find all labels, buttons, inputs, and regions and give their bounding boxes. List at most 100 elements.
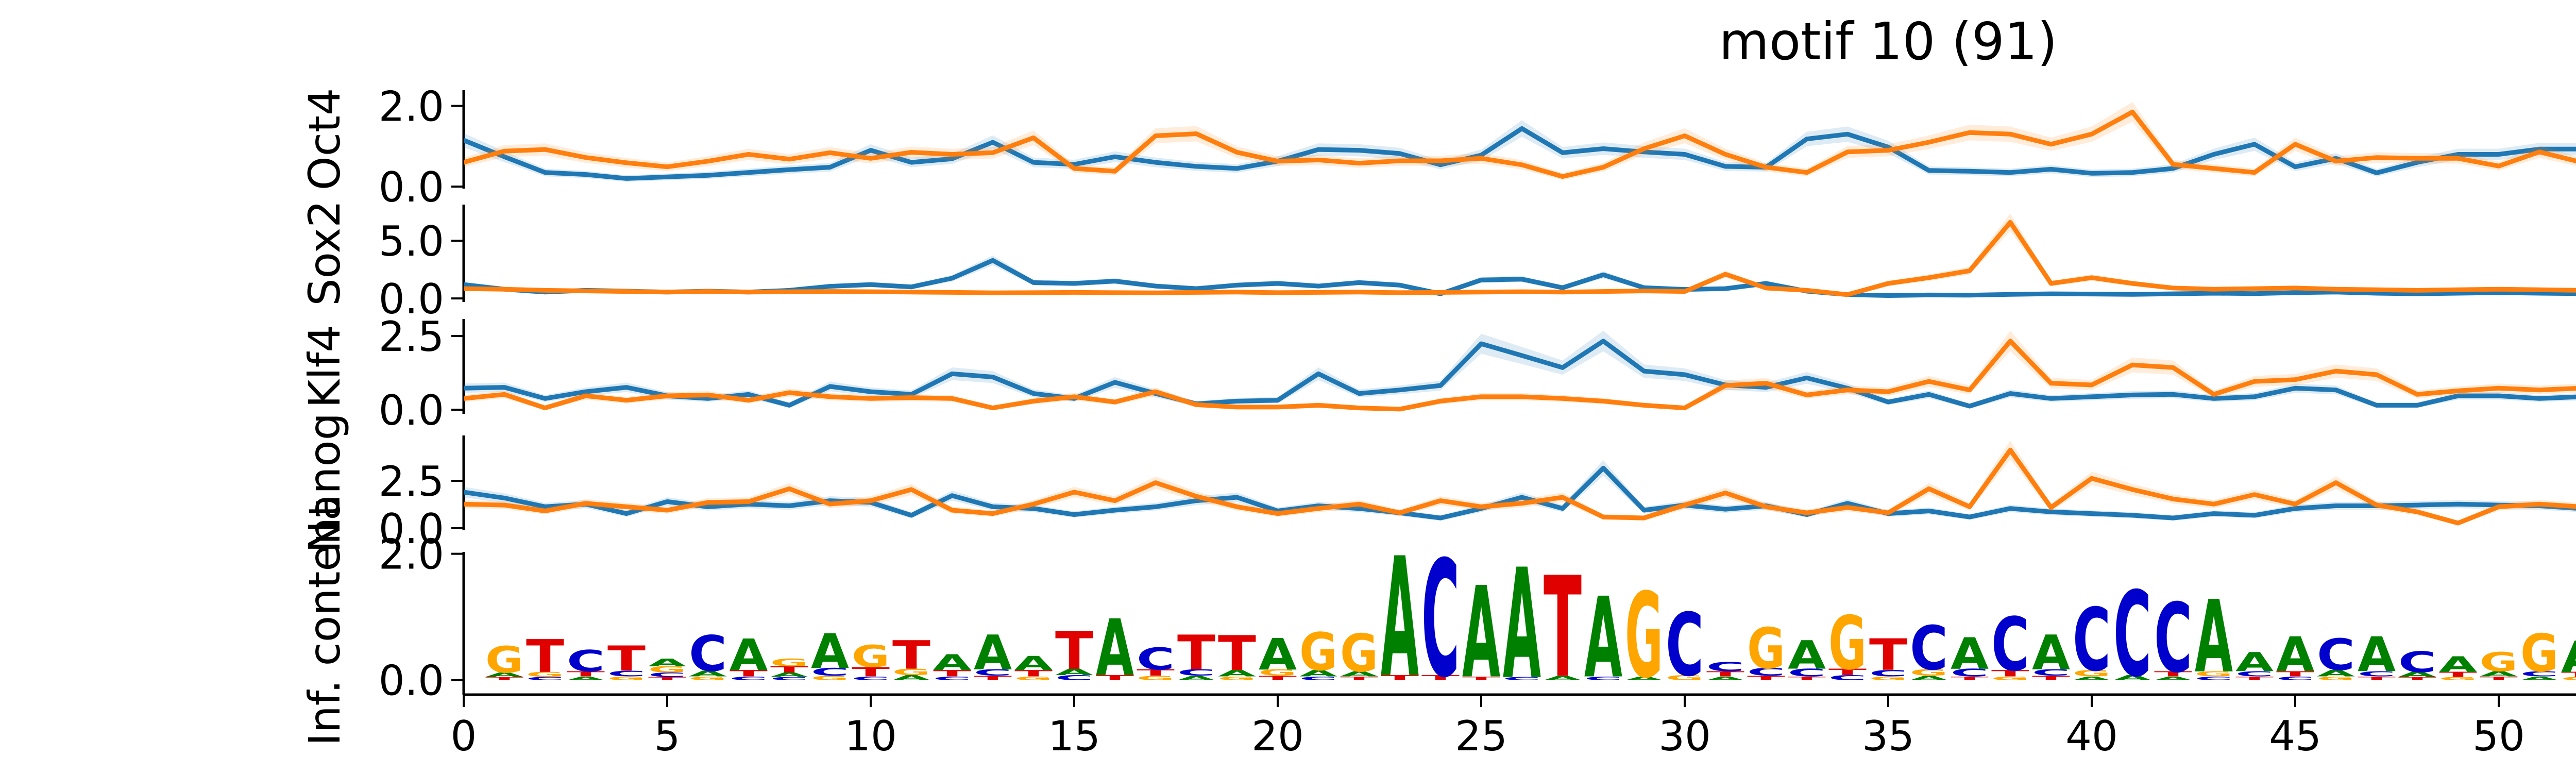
logo-letter-46-A: A (2317, 668, 2355, 679)
logo-letter-18-T: T (1177, 626, 1215, 681)
logo-letter-48-C: C (2398, 646, 2436, 679)
logo-letter-44-C: C (2235, 670, 2274, 678)
y-tick-label-inf-content: 2.0 (379, 530, 444, 578)
oct4-orange-line (464, 109, 2576, 179)
logo-letter-36-C: C (1910, 613, 1948, 684)
logo-letter-6-G: G (689, 675, 727, 681)
x-tick-label: 25 (1455, 712, 1507, 760)
logo-letter-7-C: C (730, 675, 768, 681)
logo-letter-4-G: G (607, 675, 646, 681)
logo-letter-35-T: T (1869, 630, 1907, 680)
oct4-blue-line (464, 126, 2576, 181)
logo-letter-17-G: G (1137, 675, 1175, 682)
logo-letter-27-T: T (1544, 547, 1582, 709)
logo-letter-51-C: C (2520, 670, 2558, 678)
logo-letter-19-G: G (1218, 675, 1256, 681)
logo-letter-51-G: G (2520, 623, 2558, 683)
x-tick-label: 20 (1251, 712, 1304, 760)
logo-letter-11-T: T (892, 633, 930, 678)
logo-letter-45-C: C (2276, 675, 2314, 681)
logo-letter-37-T: T (1951, 675, 1989, 681)
logo-letter-45-A: A (2276, 627, 2315, 682)
logo-letter-25-T: T (1462, 675, 1501, 681)
logo-letter-40-C: C (2073, 590, 2111, 691)
logo-letter-16-T: T (1096, 674, 1134, 682)
logo-letter-40-G: G (2073, 668, 2111, 679)
logo-letter-32-C: C (1747, 666, 1785, 678)
logo-letter-42-C: C (2154, 583, 2192, 694)
logo-letter-19-A: A (1218, 668, 1257, 679)
logo-letter-52-T: T (2561, 670, 2576, 679)
logo-letter-39-T: T (2032, 675, 2071, 682)
sox2-orange-line (464, 220, 2576, 297)
sox2-blue-line (464, 258, 2576, 298)
logo-letter-30-G: G (1666, 674, 1704, 682)
logo-letter-35-C: C (1869, 668, 1907, 679)
y-tick-label-nanog: 0.0 (379, 505, 444, 553)
logo-letter-9-G: G (811, 675, 849, 682)
logo-letter-5-A: A (648, 657, 686, 668)
logo-letter-37-A: A (1951, 629, 1989, 679)
logo-letter-24-T: T (1421, 674, 1460, 682)
logo-letter-21-C: C (1299, 675, 1337, 681)
logo-letter-44-A: A (2235, 647, 2274, 678)
oct4-blue-band (464, 120, 2576, 182)
logo-letter-30-C: C (1666, 595, 1704, 696)
logo-letter-43-A: A (2195, 579, 2233, 695)
logo-letter-35-G: G (1869, 675, 1907, 681)
klf4-blue-line (464, 339, 2576, 409)
logo-letter-15-T: T (1055, 620, 1093, 681)
logo-letter-41-A: A (2113, 674, 2151, 682)
logo-letter-26-A: A (1503, 536, 1541, 713)
logo-letter-14-G: G (1014, 675, 1053, 681)
logo-letter-6-C: C (689, 625, 727, 682)
logo-letter-41-C: C (2113, 567, 2151, 703)
logo-letter-44-T: T (2235, 675, 2274, 681)
logo-letter-27-A: A (1544, 675, 1582, 682)
logo-letter-49-G: G (2439, 676, 2477, 681)
logo-letter-38-C: C (1991, 602, 2029, 688)
logo-letter-25-A: A (1462, 560, 1500, 706)
logo-letter-33-T: T (1788, 675, 1826, 681)
logo-letter-8-C: C (770, 676, 808, 681)
logo-letter-23-T: T (1381, 674, 1419, 682)
logo-letter-50-A: A (2480, 670, 2518, 678)
sox2-blue-band (464, 255, 2576, 297)
logo-letter-1-A: A (485, 671, 523, 679)
logo-letter-2-G: G (526, 670, 564, 679)
x-tick-label: 10 (844, 712, 897, 760)
track-klf4: 0.0 2.5 (379, 313, 2576, 434)
logo-letter-17-T: T (1137, 668, 1175, 678)
logo-letter-10-T: T (852, 664, 890, 679)
logo-letter-36-G: G (1910, 668, 1948, 678)
logo-letter-33-A: A (1788, 633, 1826, 678)
logo-letter-13-T: T (974, 675, 1012, 682)
logo-letter-47-A: A (2358, 627, 2396, 682)
logo-letter-47-C: C (2358, 670, 2396, 678)
logo-letter-5-G: G (648, 664, 686, 675)
logo-letter-9-A: A (811, 624, 850, 679)
y-tick-label-nanog: 2.5 (379, 458, 444, 506)
logo-letter-32-T: T (1747, 675, 1786, 682)
logo-letter-7-T: T (730, 668, 768, 679)
logo-letter-9-C: C (811, 666, 849, 678)
logo-letter-11-A: A (892, 674, 930, 682)
logo-letter-21-A: A (1299, 668, 1338, 679)
logo-letter-15-C: C (1055, 674, 1093, 682)
y-tick-label-oct4: 2.0 (379, 82, 444, 130)
logo-letter-2-T: T (526, 631, 564, 683)
logo-letter-49-T: T (2439, 670, 2478, 679)
logo-letter-24-C: C (1421, 527, 1460, 713)
logo-letter-3-T: T (567, 670, 605, 678)
x-tick-label: 5 (654, 712, 681, 760)
logo-letter-11-G: G (892, 667, 930, 677)
x-tick-label: 50 (2472, 712, 2525, 760)
logo-letter-42-T: T (2154, 670, 2193, 678)
logo-letter-12-T: T (933, 668, 971, 679)
logo-letter-34-T: T (1828, 667, 1867, 677)
sox2-orange-band (464, 213, 2576, 296)
logo-letter-48-T: T (2398, 676, 2436, 681)
